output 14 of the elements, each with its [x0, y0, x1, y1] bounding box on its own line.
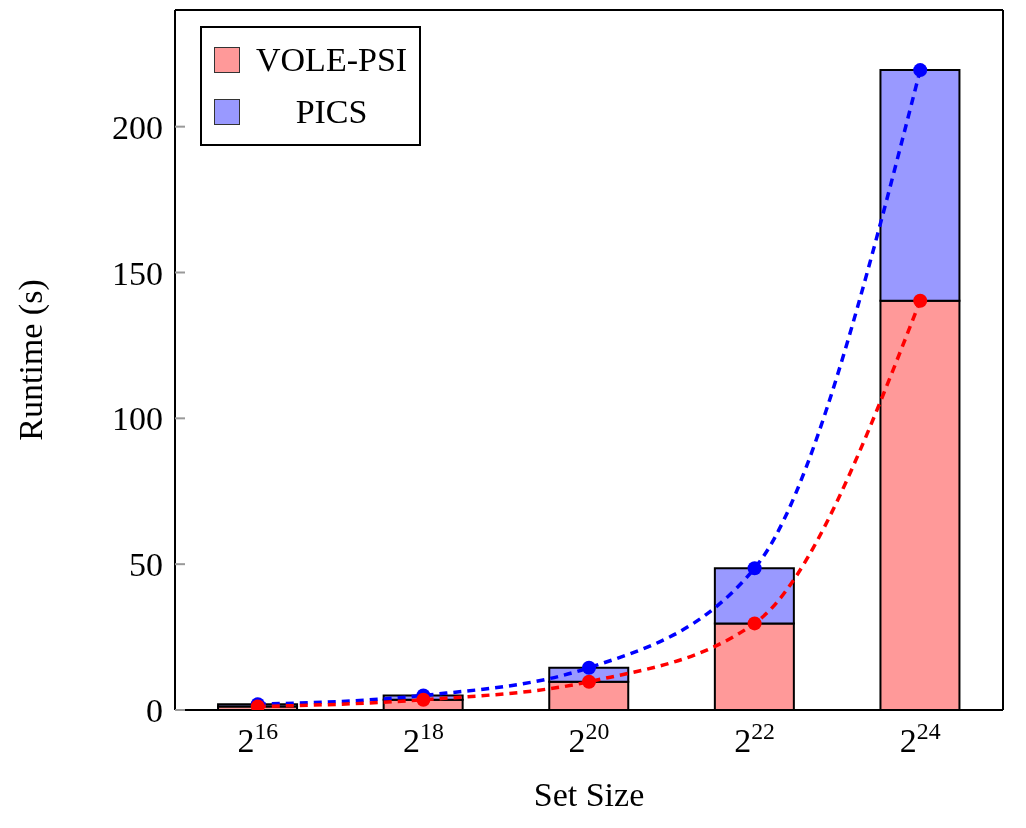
legend-label: PICS: [294, 92, 369, 132]
x-axis-title: Set Size: [533, 776, 645, 813]
y-tick-label: 100: [112, 400, 163, 438]
y-tick-label: 50: [129, 546, 163, 584]
x-tick-label: 2$^{16}$: [237, 718, 279, 759]
x-tick-label: 2$^{24}$: [899, 718, 941, 759]
y-tick-label: 0: [146, 692, 163, 730]
y-axis-title: Runtime (s): [12, 279, 51, 441]
x-tick-label: 2$^{22}$: [734, 718, 775, 759]
legend-label: VOLE-PSI: [256, 40, 408, 80]
y-tick-label: 200: [112, 108, 163, 146]
y-tick-label: 150: [112, 254, 163, 292]
x-tick-label: 2$^{20}$: [568, 718, 610, 759]
x-tick-label: 2$^{18}$: [403, 718, 444, 759]
